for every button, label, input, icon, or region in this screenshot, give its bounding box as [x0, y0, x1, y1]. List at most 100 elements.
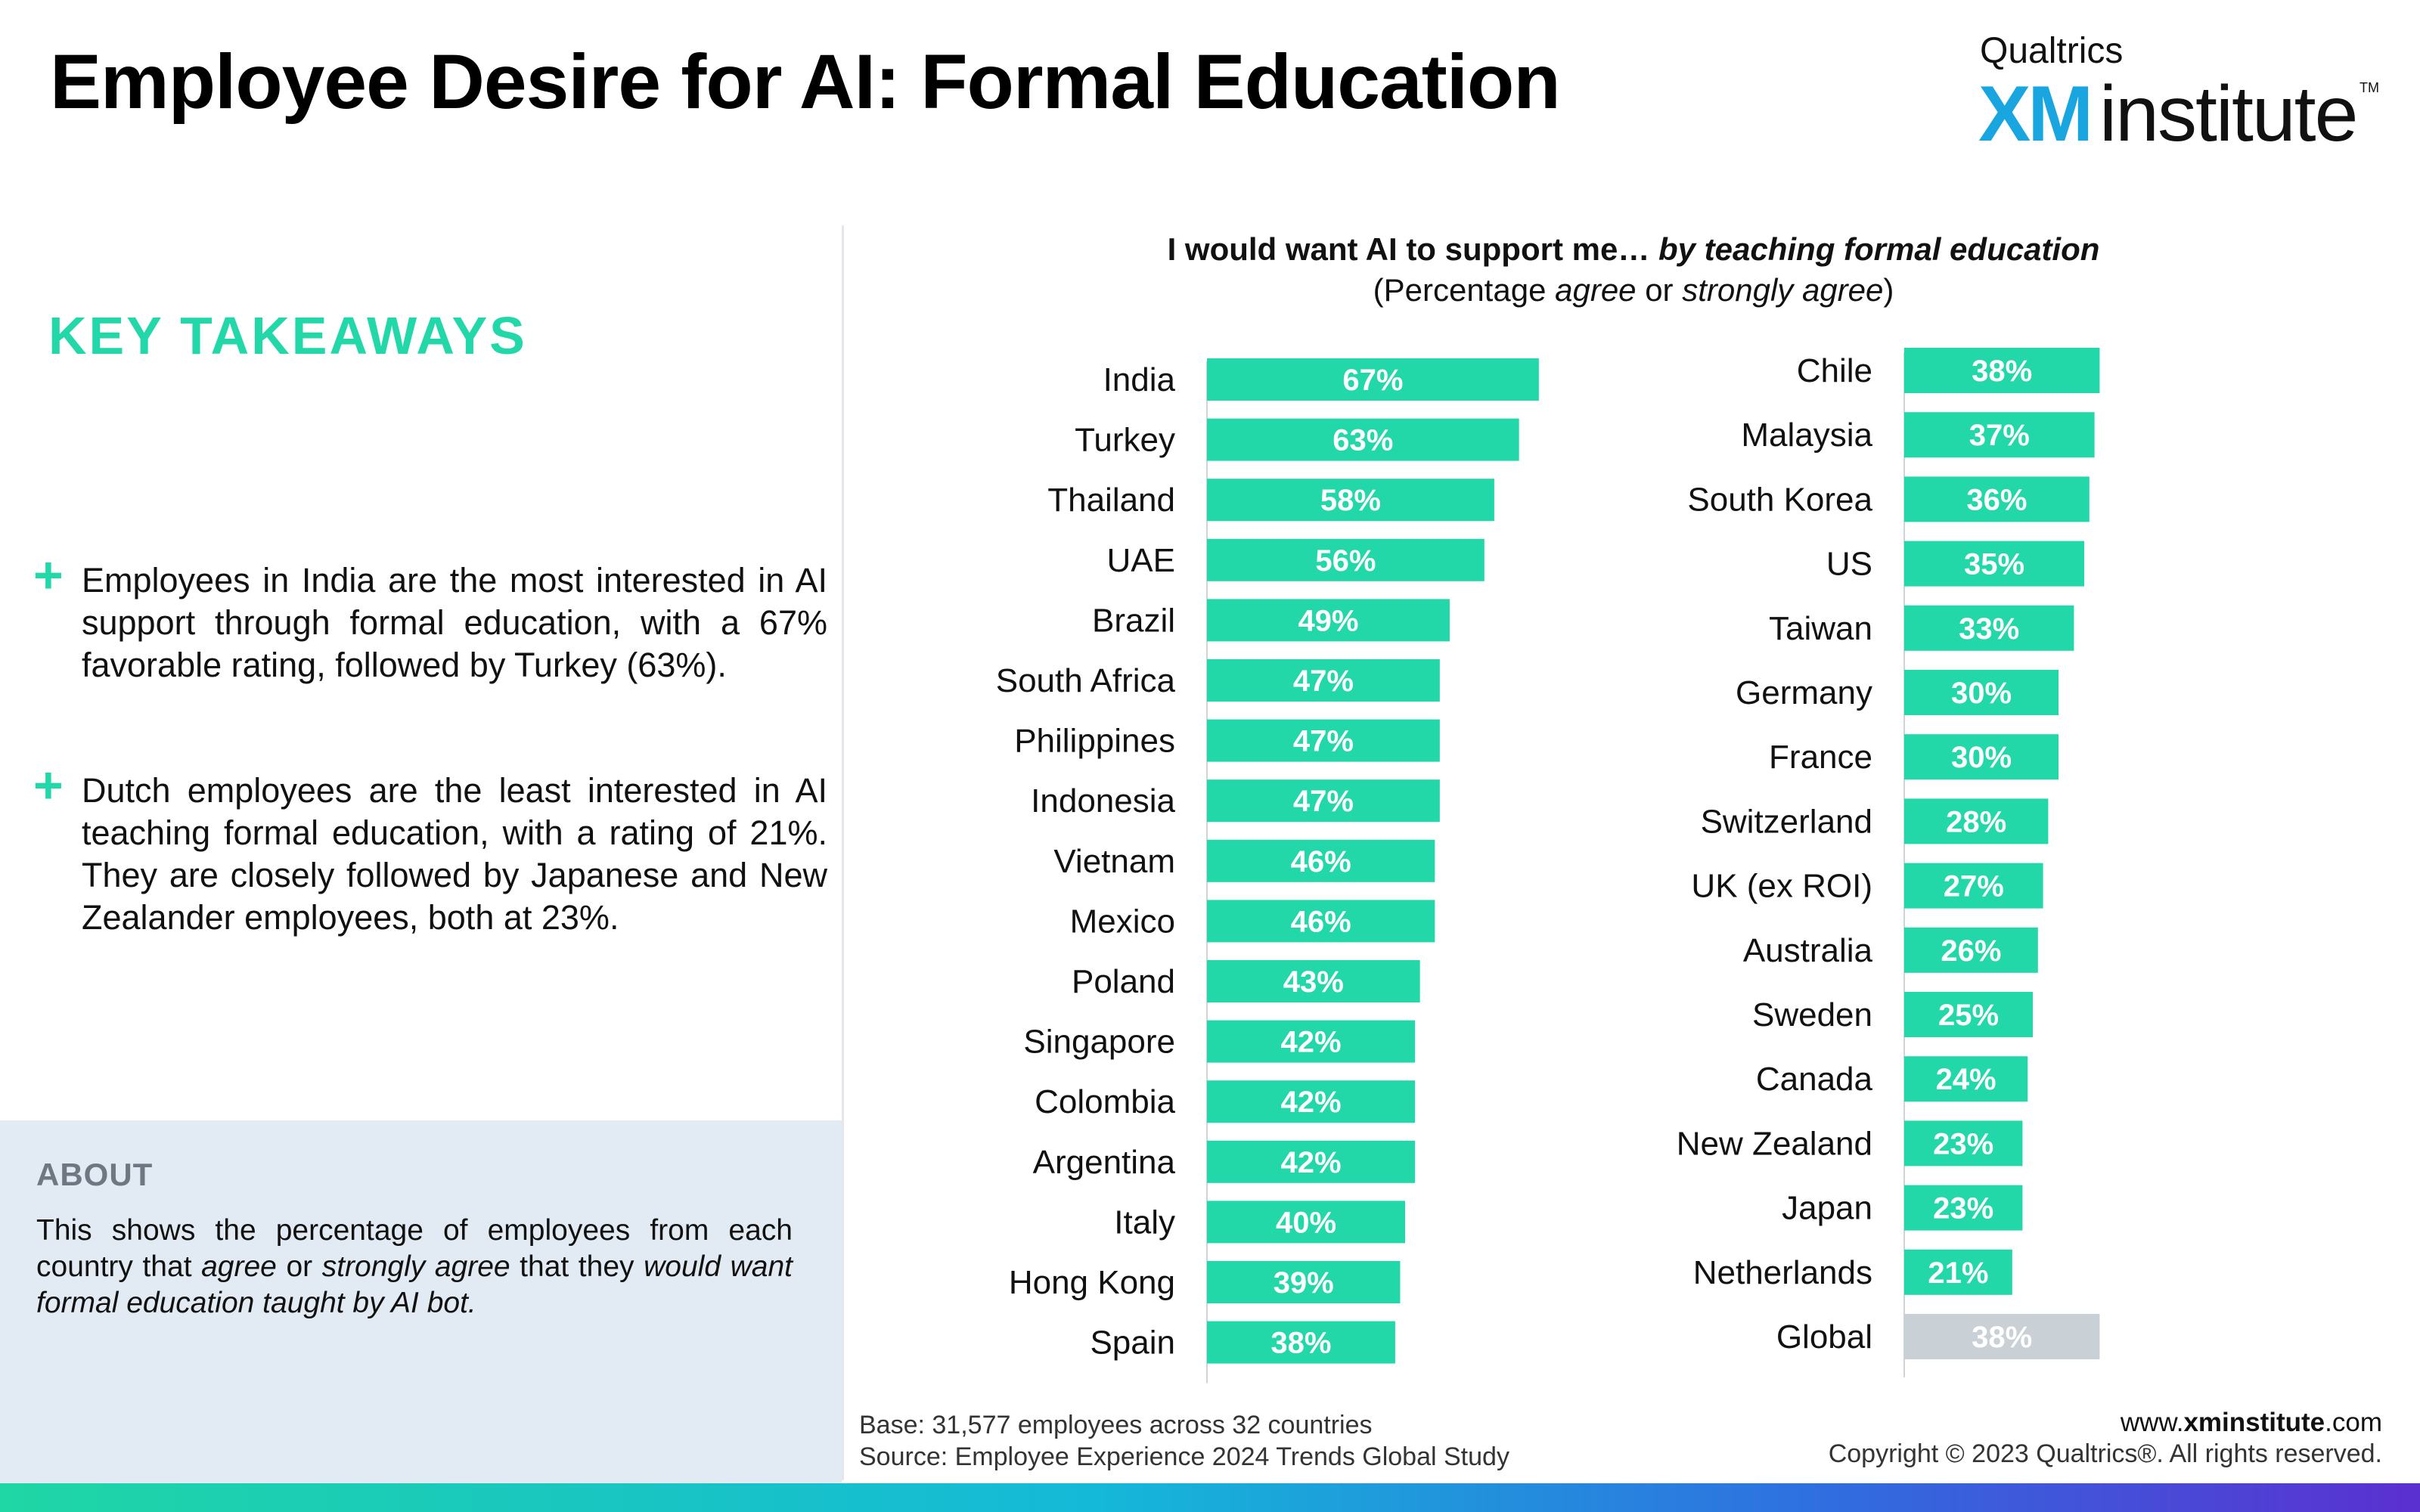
data-label: 47%: [1293, 665, 1354, 698]
bar: [1207, 1080, 1416, 1123]
category-label: Germany: [1736, 674, 1872, 711]
data-label: 30%: [1951, 677, 2012, 710]
data-label: 42%: [1281, 1086, 1342, 1119]
data-label: 63%: [1333, 424, 1393, 457]
about-text: This shows the percentage of employees f…: [36, 1213, 793, 1321]
bar: [1207, 479, 1494, 522]
category-label: Australia: [1743, 932, 1873, 969]
data-label: 43%: [1283, 965, 1344, 999]
category-label: Chile: [1797, 352, 1872, 389]
data-label: 26%: [1941, 934, 2001, 968]
about-text-part: strongly agree: [321, 1250, 510, 1283]
data-label: 35%: [1964, 548, 2024, 581]
category-label: UK (ex ROI): [1691, 868, 1872, 905]
about-text-part: This shows the percentage of employees f…: [36, 1214, 793, 1283]
category-label: Colombia: [1035, 1083, 1175, 1120]
data-label: 46%: [1291, 905, 1351, 938]
data-label: 49%: [1298, 604, 1358, 637]
data-label: 42%: [1281, 1146, 1342, 1179]
category-label: Vietnam: [1053, 843, 1175, 880]
chart-subtitle-part: (Percentage: [1373, 272, 1556, 308]
chart-subtitle-part: or: [1636, 272, 1683, 308]
category-label: Italy: [1114, 1204, 1175, 1241]
plus-icon: +: [33, 547, 64, 604]
bar: [1207, 839, 1435, 882]
bar: [1904, 1185, 2023, 1231]
bar: [1904, 1249, 2012, 1295]
data-label: 46%: [1291, 845, 1351, 878]
base-note: Base: 31,577 employees across 32 countri…: [859, 1411, 1373, 1439]
category-label: Switzerland: [1701, 803, 1872, 840]
category-label: Global: [1776, 1318, 1872, 1356]
category-label: Sweden: [1752, 996, 1872, 1033]
takeaway-text: Dutch employees are the least interested…: [82, 771, 827, 937]
logo-xm: XM: [1978, 70, 2093, 158]
category-label: Thailand: [1047, 482, 1175, 519]
bar: [1207, 719, 1440, 762]
chart-title-part: by teaching formal education: [1658, 231, 2100, 267]
about-panel: [0, 1120, 842, 1483]
category-label: Turkey: [1075, 422, 1175, 459]
source-note: Source: Employee Experience 2024 Trends …: [859, 1442, 1509, 1471]
takeaway-text: Employees in India are the most interest…: [82, 561, 827, 684]
data-label: 40%: [1276, 1206, 1336, 1239]
category-label: Philippines: [1014, 723, 1175, 760]
bar: [1904, 992, 2033, 1037]
about-heading: ABOUT: [36, 1157, 154, 1192]
data-label: 47%: [1293, 725, 1354, 758]
footer-gradient-bar: [0, 1483, 2420, 1512]
bar: [1904, 1056, 2028, 1102]
logo-brand: Qualtrics: [1980, 31, 2124, 71]
category-label: Canada: [1756, 1061, 1873, 1098]
data-label: 38%: [1972, 1321, 2032, 1354]
page-title: Employee Desire for AI: Formal Education: [50, 39, 1561, 125]
section-divider: [842, 225, 844, 1480]
chart-subtitle: (Percentage agree or strongly agree): [855, 272, 2412, 308]
bar: [1904, 670, 2059, 715]
xm-institute-logo: Qualtrics XM institute TM: [1978, 30, 2379, 158]
about-text-part: that they: [510, 1250, 644, 1283]
website-prefix: www.: [2120, 1408, 2184, 1437]
data-label: 38%: [1270, 1327, 1331, 1360]
website-link[interactable]: www.xminstitute.com: [2121, 1408, 2382, 1438]
website-domain: xminstitute: [2183, 1408, 2325, 1437]
bar: [1207, 418, 1519, 461]
data-label: 33%: [1959, 612, 2019, 646]
chart-subtitle-part: ): [1883, 272, 1894, 308]
about-text-part: or: [276, 1250, 322, 1283]
category-label: Spain: [1090, 1325, 1175, 1362]
bar: [1904, 1120, 2023, 1167]
category-label: Japan: [1782, 1190, 1872, 1227]
data-label: 58%: [1320, 484, 1381, 517]
bar: [1207, 1201, 1405, 1244]
bar: [1207, 599, 1450, 642]
data-label: 39%: [1274, 1266, 1334, 1300]
category-label: Poland: [1072, 963, 1175, 1000]
bar: [1207, 659, 1440, 702]
bar: [1904, 412, 2095, 458]
data-label: 28%: [1946, 805, 2006, 838]
category-label: Netherlands: [1693, 1254, 1872, 1291]
bar: [1904, 605, 2074, 651]
category-label: Mexico: [1070, 903, 1175, 940]
data-label: 27%: [1944, 870, 2004, 903]
bar: [1904, 476, 2090, 522]
category-label: Argentina: [1033, 1144, 1176, 1181]
data-label: 67%: [1342, 364, 1403, 397]
category-label: South Africa: [996, 662, 1176, 699]
data-label: 56%: [1315, 544, 1376, 578]
logo-tm: TM: [2360, 80, 2379, 95]
bar: [1904, 734, 2059, 780]
chart-subtitle-part: agree: [1555, 272, 1637, 308]
copyright-text: Copyright © 2023 Qualtrics®. All rights …: [1828, 1439, 2382, 1468]
bar: [1207, 1140, 1416, 1183]
data-label: 24%: [1936, 1063, 1996, 1096]
category-label: France: [1769, 739, 1872, 776]
category-label: Hong Kong: [1009, 1264, 1175, 1301]
bar: [1904, 348, 2100, 393]
data-label: 23%: [1933, 1192, 1993, 1225]
website-suffix: .com: [2325, 1408, 2382, 1437]
chart-subtitle-part: strongly agree: [1682, 272, 1884, 308]
bar: [1207, 1261, 1401, 1303]
